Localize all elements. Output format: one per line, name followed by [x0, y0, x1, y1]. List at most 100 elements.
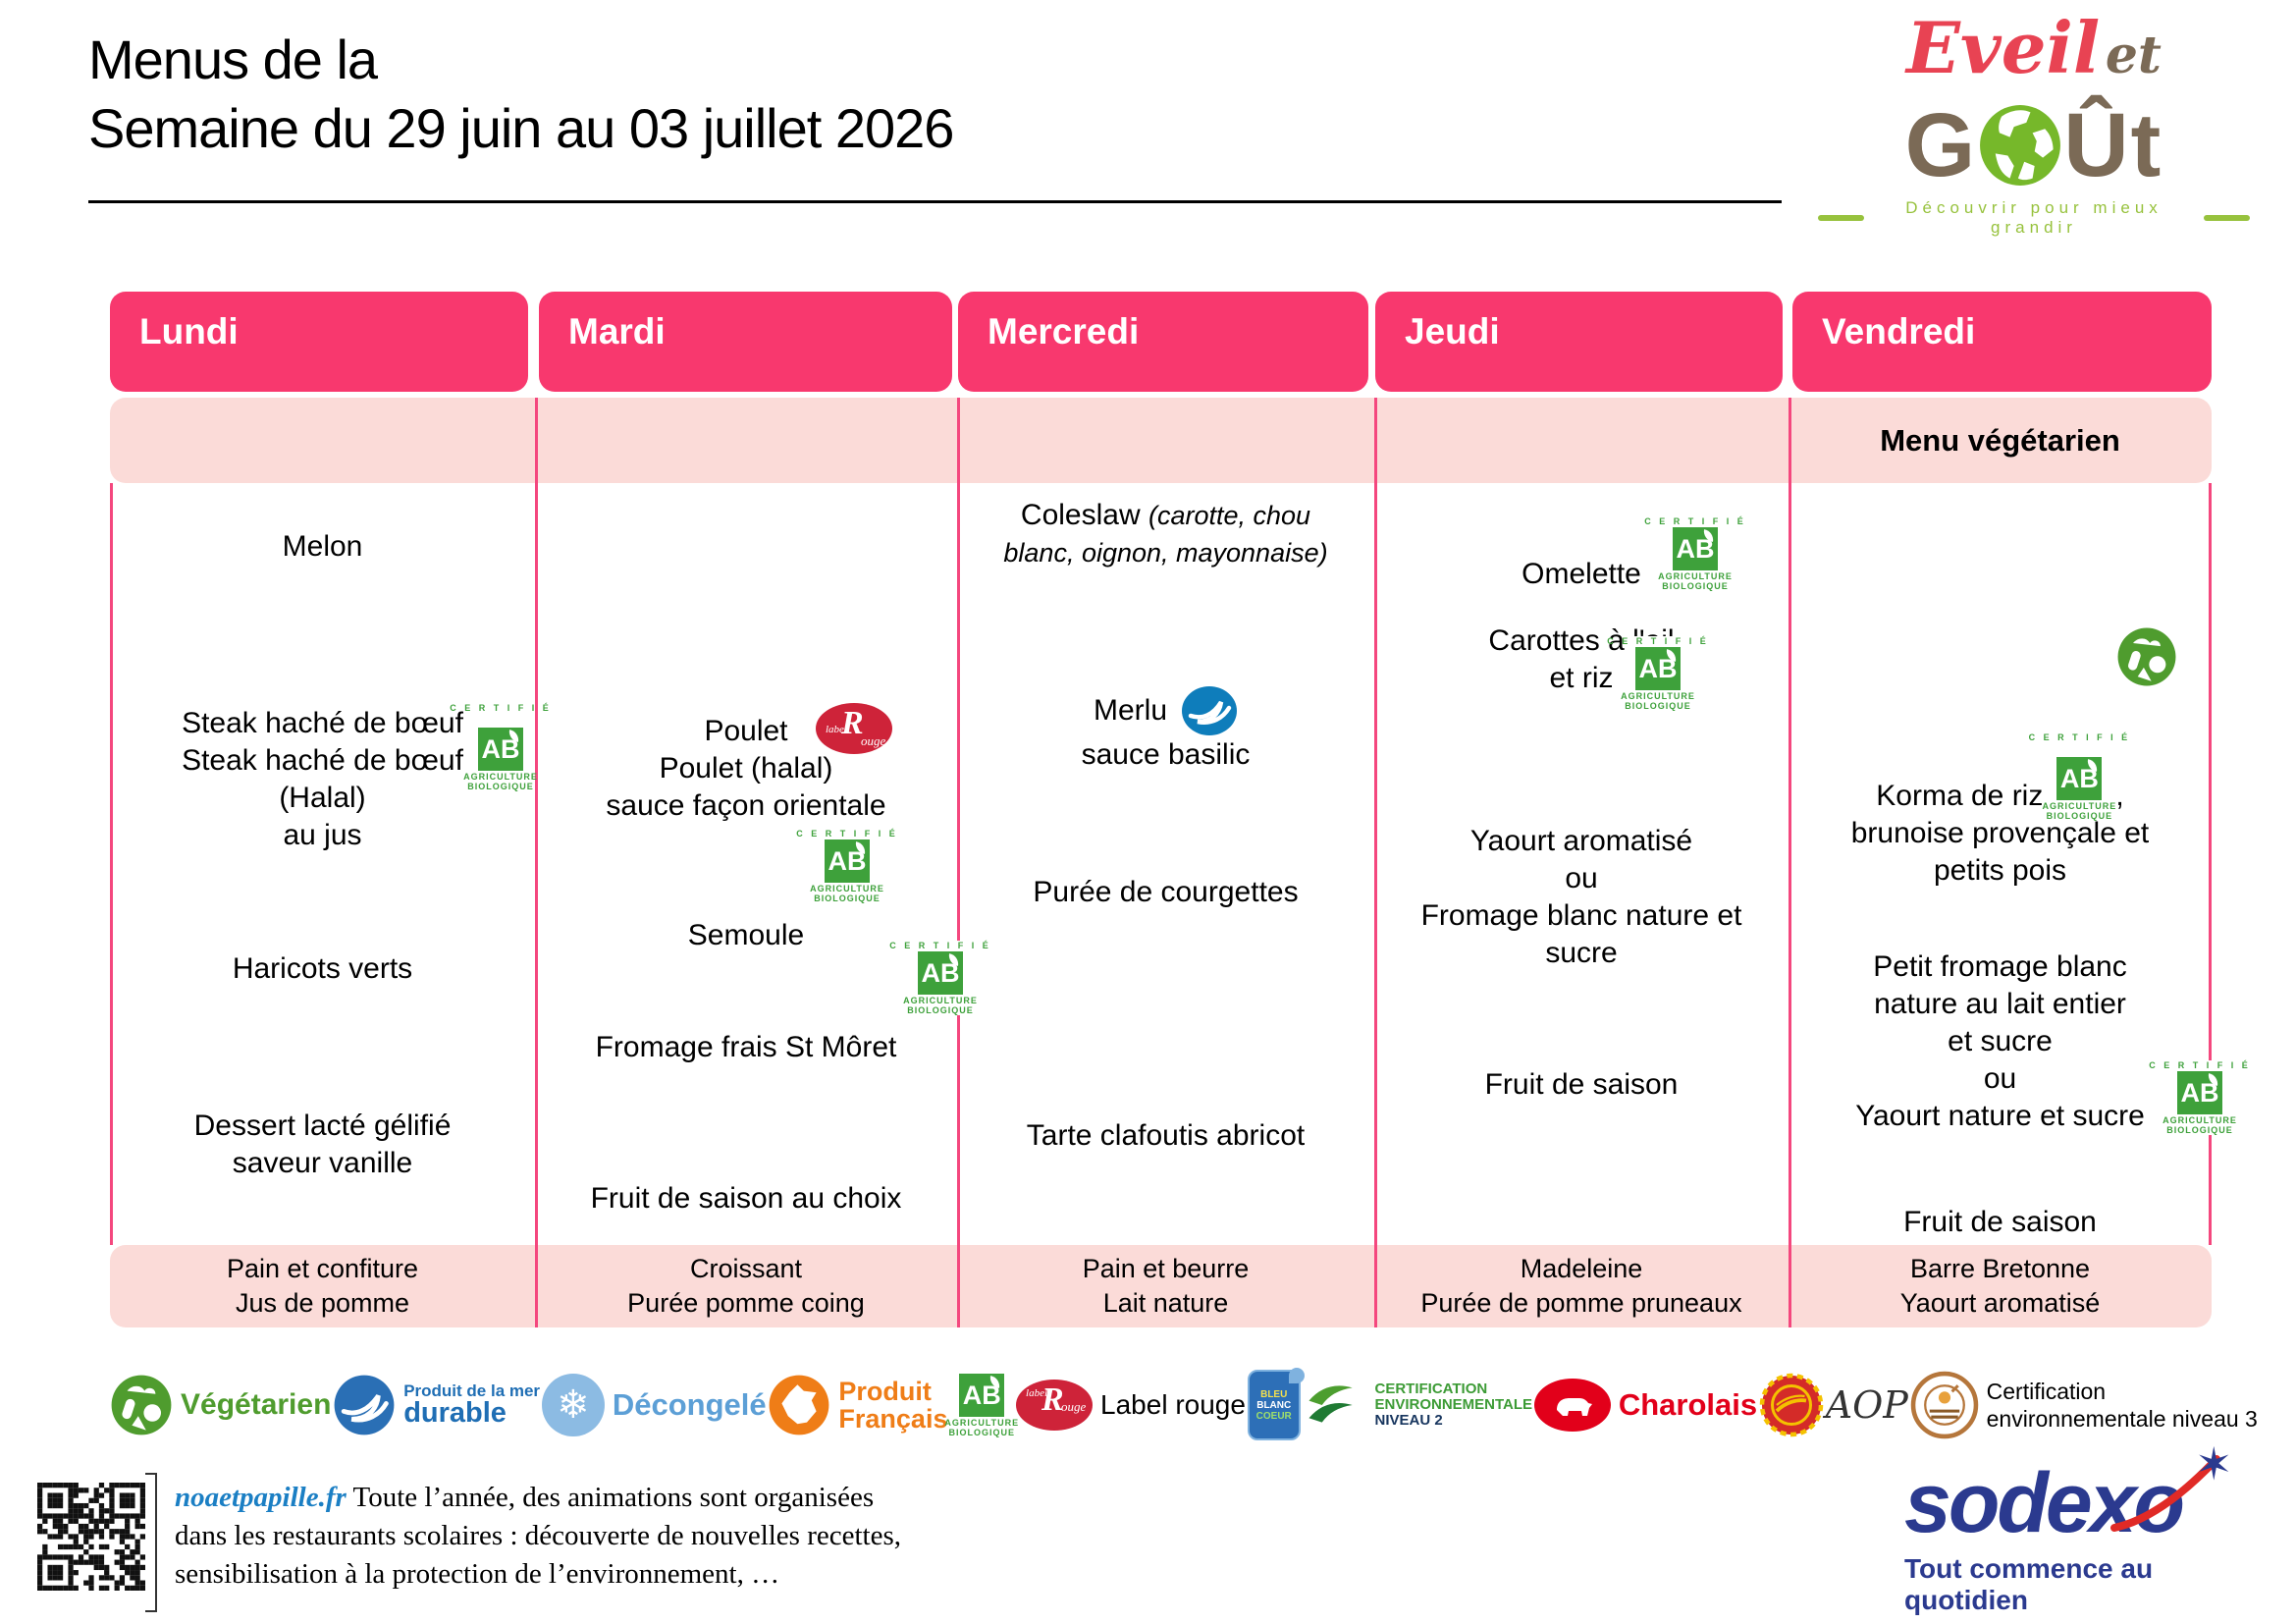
environment-leaves-icon	[1303, 1378, 1367, 1433]
aop-rosette-icon	[1759, 1373, 1824, 1437]
eveil-et-gout-logo: Eveil et G Ût Découvrir pour mieux grandi…	[1818, 13, 2251, 238]
menu-item-carottes-riz: Carottes à l'ail et riz	[1488, 624, 1675, 694]
ab-bio-icon: AB AGRICULTURE BIOLOGIQUE	[944, 1373, 1018, 1437]
menu-item-poulet: label R ouge Poulet Poulet (halal) sauce…	[535, 703, 957, 825]
column-separator	[957, 1245, 960, 1327]
hve-badge-icon	[1910, 1371, 1979, 1439]
snowflake-icon: ❄	[541, 1374, 605, 1436]
legend-certification-niveau3: Certification environnementale niveau 3	[1910, 1371, 2258, 1439]
sodexo-wordmark: sodexo	[1904, 1456, 2185, 1550]
page-title: Menus de la Semaine du 29 juin au 03 jui…	[88, 26, 954, 163]
menu-item-fromage-st-moret: Fromage frais St Môret	[595, 1031, 897, 1063]
grid-edge-right	[2209, 483, 2212, 1245]
ab-bio-icon: C E R T I F I É AB AGRICULTURE BIOLOGIQU…	[796, 829, 898, 903]
qr-code	[37, 1473, 157, 1612]
menu-item-coleslaw: Coleslaw (carotte, chou blanc, oignon, m…	[1003, 499, 1328, 568]
banner-band: Menu végétarien	[110, 398, 2212, 483]
sodexo-swoosh-icon	[2110, 1455, 2220, 1532]
logo-gout-g: G	[1904, 95, 1978, 195]
day-header-mercredi: Mercredi	[958, 292, 1368, 392]
legend-decongele: ❄ Décongelé	[541, 1374, 767, 1436]
column-separator	[1374, 398, 1377, 483]
day-column-lundi: Melon C E R T I F I É AB AGRICULTURE BIO…	[110, 483, 549, 1245]
menu-item-steak: C E R T I F I É AB AGRICULTURE BIOLOGIQU…	[110, 689, 549, 854]
bleu-blanc-coeur-icon: BLEU BLANC COEUR	[1247, 1368, 1305, 1440]
legend-aop-rosette	[1759, 1373, 1824, 1437]
sodexo-logo: sodexo ✶ Tout commence au quotidien	[1904, 1438, 2258, 1616]
day-header-mardi: Mardi	[539, 292, 952, 392]
column-separator	[1789, 398, 1791, 483]
legend-vegetarien: Végétarien	[110, 1374, 331, 1436]
legend-bleu-blanc-coeur: BLEU BLANC COEUR	[1247, 1368, 1305, 1440]
ab-bio-icon: C E R T I F I É AB AGRICULTURE BIOLOGIQU…	[2029, 719, 2127, 821]
legend-label-rouge: label R ouge Label rouge	[1016, 1380, 1246, 1431]
logo-word-eveil: Eveil	[1906, 6, 2101, 89]
menu-item-yaourt-fromage: Yaourt aromatisé ou Fromage blanc nature…	[1420, 825, 1742, 969]
menu-item-fruit-saison: Fruit de saison	[1484, 1068, 1679, 1101]
snack-vendredi: Barre Bretonne Yaourt aromatisé	[1899, 1254, 2101, 1318]
tagline-dash-right	[2203, 215, 2251, 221]
menu-item-puree-courgettes: Purée de courgettes	[1033, 876, 1299, 908]
menu-item-melon: Melon	[282, 530, 363, 563]
ab-bio-icon: C E R T I F I É AB AGRICULTURE BIOLOGIQU…	[1644, 516, 1746, 591]
ab-bio-icon: C E R T I F I É AB AGRICULTURE BIOLOGIQU…	[889, 941, 991, 1015]
label-rouge-icon: label R ouge	[1016, 1380, 1094, 1431]
menu-item-dessert-lacte: Dessert lacté gélifié saveur vanille	[193, 1110, 452, 1179]
sodexo-star-icon: ✶	[2195, 1438, 2233, 1489]
ab-bio-icon: C E R T I F I É AB AGRICULTURE BIOLOGIQU…	[450, 689, 549, 791]
menu-item-semoule: Semoule	[687, 919, 805, 951]
legend-row: Végétarien Produit de la mer durable ❄ D…	[110, 1363, 2258, 1447]
grid-edge-left	[110, 483, 113, 1245]
day-header-vendredi: Vendredi	[1792, 292, 2212, 392]
vegetarian-banner: Menu végétarien	[1880, 422, 2120, 458]
menu-item-fruit-choix: Fruit de saison au choix	[590, 1182, 902, 1215]
menu-item-petit-fromage: Petit fromage blanc nature au lait entie…	[1855, 950, 2145, 1132]
legend-produit-francais: Produit Français	[768, 1374, 947, 1436]
tagline-text: Découvrir pour mieux grandir	[1905, 198, 2163, 237]
menu-item-korma: Korma de riz C E R T I F I É AB AGRICULT…	[1789, 713, 2212, 890]
sodexo-tagline: Tout commence au quotidien	[1904, 1553, 2154, 1615]
snack-mardi: Croissant Purée pomme coing	[627, 1254, 865, 1318]
day-column-jeudi: Omelette C E R T I F I É AB AGRICULTURE …	[1374, 483, 1789, 1245]
legend-aop-script: AOP	[1825, 1383, 1908, 1427]
page-title-line1: Menus de la	[88, 28, 378, 90]
cow-icon	[1533, 1379, 1611, 1432]
title-underline	[88, 200, 1782, 203]
column-separator	[1374, 483, 1377, 1245]
day-header-jeudi: Jeudi	[1375, 292, 1783, 392]
legend-ab: AB AGRICULTURE BIOLOGIQUE	[944, 1373, 1018, 1437]
legend-certification-niveau2: CERTIFICATION ENVIRONNEMENTALE NIVEAU 2	[1303, 1378, 1532, 1433]
column-separator	[535, 1245, 538, 1327]
column-separator	[1789, 483, 1791, 1245]
page-title-line2: Semaine du 29 juin au 03 juillet 2026	[88, 97, 954, 159]
menu-item-tarte-clafoutis: Tarte clafoutis abricot	[1026, 1119, 1306, 1152]
day-column-vendredi: Korma de riz C E R T I F I É AB AGRICULT…	[1789, 483, 2248, 1245]
day-column-mercredi: Coleslaw (carotte, chou blanc, oignon, m…	[957, 483, 1374, 1245]
day-column-mardi: label R ouge Poulet Poulet (halal) sauce…	[535, 483, 988, 1245]
snack-lundi: Pain et confiture Jus de pomme	[226, 1254, 419, 1318]
logo-script-line: Eveil et	[1818, 13, 2250, 102]
menu-item-haricots: Haricots verts	[232, 952, 413, 985]
footer-url: noaetpapille.fr	[175, 1482, 347, 1513]
msc-fish-icon	[1181, 685, 1238, 736]
column-separator	[535, 483, 538, 1245]
legend-produit-mer-durable: Produit de la mer durable	[333, 1374, 540, 1436]
logo-word-et: et	[2105, 26, 2162, 85]
snack-jeudi: Madeleine Purée de pomme pruneaux	[1420, 1254, 1742, 1318]
column-separator	[535, 398, 538, 483]
ab-bio-icon: C E R T I F I É AB AGRICULTURE BIOLOGIQU…	[1607, 636, 1709, 711]
vegetarian-icon	[110, 1374, 173, 1436]
sea-product-icon	[333, 1374, 396, 1436]
column-separator	[1789, 1245, 1791, 1327]
day-header-lundi: Lundi	[110, 292, 528, 392]
footer-note: noaetpapille.fr Toute l’année, des anima…	[175, 1482, 902, 1590]
vegetarian-icon	[2116, 626, 2177, 692]
menu-item-merlu: Merlu sauce basilic	[957, 685, 1374, 774]
france-map-icon	[768, 1374, 830, 1436]
label-rouge-icon: label R ouge	[816, 703, 892, 754]
ab-bio-icon: C E R T I F I É AB AGRICULTURE BIOLOGIQU…	[2149, 1060, 2251, 1135]
snack-band: Pain et confiture Jus de pomme Croissant…	[110, 1245, 2212, 1327]
menu-grid: Melon C E R T I F I É AB AGRICULTURE BIO…	[110, 483, 2248, 1245]
legend-charolais: Charolais	[1533, 1379, 1757, 1432]
